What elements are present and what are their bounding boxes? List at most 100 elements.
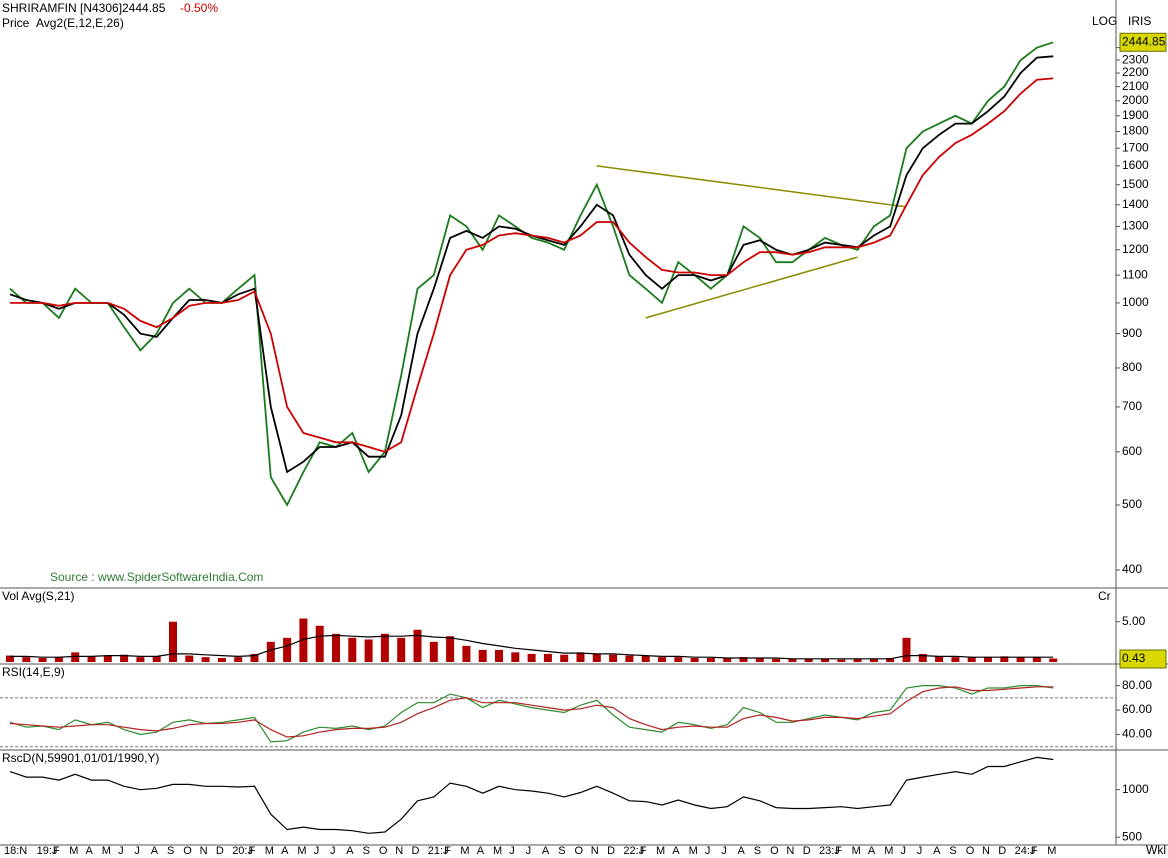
volume-bar bbox=[234, 657, 243, 662]
volume-bar bbox=[739, 657, 748, 662]
x-tick-label: M bbox=[265, 845, 274, 857]
y-tick-label: 80.00 bbox=[1122, 678, 1152, 692]
volume-bar bbox=[984, 657, 992, 662]
volume-bar bbox=[315, 625, 324, 662]
x-tick-label: A bbox=[672, 845, 680, 857]
volume-bar bbox=[54, 657, 63, 662]
y-tick-label: 1700 bbox=[1122, 140, 1149, 154]
y-tick-label: 500 bbox=[1122, 497, 1142, 511]
x-tick-label: D bbox=[803, 845, 811, 857]
volume-bar bbox=[266, 641, 275, 662]
volume-bar bbox=[201, 657, 210, 662]
change: -0.50% bbox=[180, 1, 218, 15]
x-tick-label: N bbox=[786, 845, 794, 857]
volume-bar bbox=[902, 637, 911, 662]
volume-bar bbox=[837, 659, 846, 662]
x-tick-label: 22:J bbox=[623, 845, 644, 857]
y-tick-label: 600 bbox=[1122, 444, 1142, 458]
x-tick-label: 23:J bbox=[819, 845, 840, 857]
volume-bar bbox=[1016, 657, 1025, 662]
volume-bar bbox=[495, 649, 503, 662]
volume-bar bbox=[364, 639, 373, 662]
series-line bbox=[9, 686, 1054, 738]
y-tick-label: 500 bbox=[1122, 829, 1142, 843]
volume-bar bbox=[886, 657, 895, 662]
volume-bar bbox=[511, 652, 520, 662]
trendline bbox=[645, 256, 858, 319]
volume-bar bbox=[283, 637, 292, 662]
watermark: IRIS bbox=[1128, 14, 1151, 28]
x-tick-label: S bbox=[363, 845, 370, 857]
volume-bar bbox=[706, 657, 715, 662]
x-tick-label: 20:J bbox=[232, 845, 253, 857]
volume-bar bbox=[299, 618, 308, 662]
x-tick-label: 21:J bbox=[428, 845, 449, 857]
x-tick-label: S bbox=[949, 845, 956, 857]
x-tick-label: J bbox=[901, 845, 907, 857]
y-tick-label: 1400 bbox=[1122, 197, 1149, 211]
volume-bar bbox=[560, 654, 569, 662]
volume-bar bbox=[152, 656, 161, 662]
volume-bar bbox=[348, 637, 357, 662]
volume-bar bbox=[478, 649, 487, 662]
volume-bar bbox=[576, 652, 585, 662]
x-tick-label: D bbox=[412, 845, 420, 857]
volume-bar bbox=[1049, 658, 1058, 662]
series-line bbox=[9, 685, 1054, 743]
series-line bbox=[9, 41, 1054, 507]
x-tick-label: O bbox=[770, 845, 779, 857]
x-tick-label: M bbox=[460, 845, 469, 857]
y-tick-label: 1900 bbox=[1122, 108, 1149, 122]
x-tick-label: D bbox=[998, 845, 1006, 857]
x-tick-label: M bbox=[102, 845, 111, 857]
volume-bar bbox=[217, 657, 226, 662]
scale-label: LOG bbox=[1092, 14, 1117, 28]
x-tick-label: A bbox=[477, 845, 485, 857]
legend-entry: Avg2(E,12,E,26) bbox=[36, 16, 124, 30]
y-tick-label: 40.00 bbox=[1122, 727, 1152, 741]
y-tick-label: 2000 bbox=[1122, 93, 1149, 107]
volume-bar bbox=[413, 629, 422, 662]
x-tick-label: A bbox=[738, 845, 746, 857]
y-tick-label: 1100 bbox=[1122, 267, 1148, 281]
series-line bbox=[10, 77, 1054, 453]
volume-bar bbox=[592, 653, 601, 662]
volume-bar bbox=[1032, 657, 1041, 662]
x-tick-label: J bbox=[705, 845, 711, 857]
volume-bar bbox=[38, 657, 47, 662]
trendline bbox=[596, 165, 907, 208]
x-tick-label: M bbox=[689, 845, 698, 857]
volume-bar bbox=[951, 657, 960, 662]
panel-title: RSI(14,E,9) bbox=[2, 665, 65, 679]
x-tick-label: M bbox=[1047, 845, 1056, 857]
y-tick-label: 1000 bbox=[1122, 782, 1149, 796]
volume-bar bbox=[380, 633, 389, 662]
x-tick-label: M bbox=[297, 845, 306, 857]
value-badge bbox=[1119, 649, 1167, 669]
x-tick-label: N bbox=[982, 845, 990, 857]
x-tick-label: M bbox=[852, 845, 861, 857]
y-tick-label: 2300 bbox=[1122, 52, 1149, 66]
x-tick-label: F bbox=[835, 845, 842, 857]
x-tick-label: N bbox=[395, 845, 403, 857]
symbol: SHRIRAMFIN [N4306] bbox=[2, 1, 122, 15]
volume-bar bbox=[869, 658, 878, 662]
volume-bar bbox=[6, 655, 14, 662]
volume-bar bbox=[788, 658, 797, 662]
volume-bar bbox=[658, 657, 666, 662]
unit: Cr bbox=[1098, 589, 1111, 603]
x-tick-label: O bbox=[575, 845, 584, 857]
x-tick-label: F bbox=[1031, 845, 1038, 857]
x-tick-label: J bbox=[721, 845, 727, 857]
panel-title: Vol Avg(S,21) bbox=[2, 589, 75, 603]
x-tick-label: J bbox=[509, 845, 515, 857]
volume-bar bbox=[935, 656, 944, 662]
x-tick-label: D bbox=[607, 845, 615, 857]
x-tick-label: A bbox=[346, 845, 354, 857]
x-tick-label: M bbox=[493, 845, 502, 857]
x-tick-label: J bbox=[134, 845, 140, 857]
y-tick-label: 1500 bbox=[1122, 177, 1149, 191]
x-tick-label: J bbox=[526, 845, 532, 857]
y-tick-label: 900 bbox=[1122, 326, 1142, 340]
x-tick-label: M bbox=[656, 845, 665, 857]
